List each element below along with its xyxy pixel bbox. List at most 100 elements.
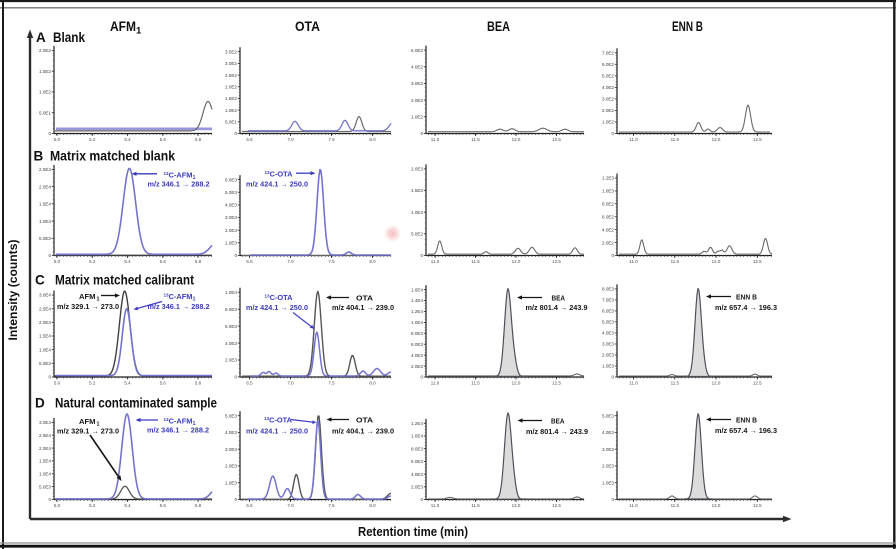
- svg-text:5.0: 5.0: [54, 259, 61, 264]
- svg-text:2.0E4: 2.0E4: [39, 446, 51, 451]
- svg-text:m/z 424.1 → 250.0: m/z 424.1 → 250.0: [246, 303, 308, 312]
- svg-text:2.5E4: 2.5E4: [39, 306, 51, 311]
- svg-text:1.5E4: 1.5E4: [39, 459, 51, 464]
- svg-text:0: 0: [234, 253, 237, 258]
- svg-text:BEA: BEA: [487, 19, 510, 34]
- svg-text:13C-AFM1: 13C-AFM1: [164, 292, 196, 303]
- svg-text:AFM: AFM: [79, 292, 95, 301]
- svg-text:3.0E4: 3.0E4: [39, 420, 51, 425]
- svg-text:4.0E3: 4.0E3: [225, 203, 237, 208]
- svg-text:3.0E2: 3.0E2: [411, 81, 423, 86]
- svg-text:4.0E3: 4.0E3: [225, 430, 237, 435]
- svg-text:1.0E3: 1.0E3: [602, 189, 614, 194]
- svg-text:4.0E3: 4.0E3: [225, 341, 237, 346]
- svg-text:5.6: 5.6: [160, 259, 167, 264]
- svg-text:2.0E2: 2.0E2: [602, 108, 614, 113]
- svg-text:0: 0: [611, 375, 614, 380]
- svg-text:5.0E3: 5.0E3: [225, 413, 237, 418]
- svg-text:12.0: 12.0: [712, 503, 721, 508]
- svg-text:1.0E2: 1.0E2: [225, 108, 237, 113]
- svg-text:1.0E4: 1.0E4: [411, 434, 423, 439]
- svg-text:11.0: 11.0: [431, 259, 440, 264]
- svg-text:0: 0: [48, 375, 51, 380]
- svg-text:5.0E3: 5.0E3: [39, 236, 51, 241]
- svg-text:ENN B: ENN B: [672, 19, 703, 34]
- svg-text:4.0E3: 4.0E3: [411, 353, 423, 358]
- svg-text:11.5: 11.5: [471, 137, 480, 142]
- svg-text:8.0E3: 8.0E3: [602, 287, 614, 292]
- svg-text:5.0E1: 5.0E1: [225, 120, 237, 125]
- svg-text:11.0: 11.0: [629, 503, 638, 508]
- svg-text:5.0E2: 5.0E2: [602, 74, 614, 79]
- svg-text:2.5E4: 2.5E4: [39, 433, 51, 438]
- svg-text:0: 0: [48, 253, 51, 258]
- svg-text:13C-OTA: 13C-OTA: [264, 416, 293, 425]
- svg-text:OTA: OTA: [356, 416, 374, 425]
- svg-text:5.6: 5.6: [160, 137, 167, 142]
- svg-text:8.0E3: 8.0E3: [411, 446, 423, 451]
- svg-text:m/z 329.1 → 273.0: m/z 329.1 → 273.0: [57, 427, 119, 436]
- svg-text:2.5E2: 2.5E2: [225, 73, 237, 78]
- svg-text:12.5: 12.5: [552, 137, 561, 142]
- svg-text:Intensity (counts): Intensity (counts): [6, 240, 20, 341]
- svg-text:1.2E3: 1.2E3: [602, 176, 614, 181]
- svg-text:6.0E2: 6.0E2: [602, 62, 614, 67]
- svg-text:5.0E3: 5.0E3: [602, 413, 614, 418]
- svg-text:1.0E2: 1.0E2: [39, 90, 51, 95]
- svg-text:2.0E2: 2.0E2: [225, 85, 237, 90]
- svg-text:m/z 657.4 → 196.3: m/z 657.4 → 196.3: [715, 303, 777, 312]
- svg-text:2.0E2: 2.0E2: [39, 48, 51, 53]
- svg-text:m/z 329.1 → 273.0: m/z 329.1 → 273.0: [57, 302, 119, 311]
- svg-text:5.0E2: 5.0E2: [411, 232, 423, 237]
- svg-text:1.4E4: 1.4E4: [411, 298, 423, 303]
- svg-text:ENN B: ENN B: [736, 416, 757, 425]
- svg-text:5.0: 5.0: [54, 380, 61, 385]
- svg-text:2.0E3: 2.0E3: [602, 353, 614, 358]
- svg-text:8.0: 8.0: [369, 259, 376, 264]
- svg-text:1.0E4: 1.0E4: [39, 219, 51, 224]
- svg-text:11.5: 11.5: [471, 380, 480, 385]
- svg-text:1.5E3: 1.5E3: [411, 188, 423, 193]
- svg-text:6.0E3: 6.0E3: [602, 309, 614, 314]
- svg-text:5.4: 5.4: [124, 137, 131, 142]
- svg-text:3.0E2: 3.0E2: [602, 97, 614, 102]
- svg-text:5.8: 5.8: [195, 259, 202, 264]
- svg-text:5.8: 5.8: [195, 380, 202, 385]
- svg-text:Matrix matched blank: Matrix matched blank: [50, 149, 175, 164]
- svg-text:11.0: 11.0: [431, 380, 440, 385]
- svg-text:5.0E2: 5.0E2: [411, 48, 423, 53]
- svg-text:5.2: 5.2: [89, 503, 96, 508]
- svg-text:AFM: AFM: [79, 417, 95, 426]
- svg-text:1.5E4: 1.5E4: [39, 334, 51, 339]
- svg-text:12.0: 12.0: [712, 380, 721, 385]
- svg-text:Blank: Blank: [53, 30, 85, 45]
- svg-text:6.0E3: 6.0E3: [225, 324, 237, 329]
- svg-text:11.5: 11.5: [671, 503, 680, 508]
- svg-text:4.0E2: 4.0E2: [411, 65, 423, 70]
- svg-text:8.0E3: 8.0E3: [411, 331, 423, 336]
- svg-text:0: 0: [611, 253, 614, 258]
- svg-text:Retention time (min): Retention time (min): [358, 525, 468, 539]
- svg-text:5.0E3: 5.0E3: [39, 361, 51, 366]
- svg-text:Natural contaminated sample: Natural contaminated sample: [55, 396, 217, 411]
- svg-text:6.0E3: 6.0E3: [411, 459, 423, 464]
- svg-text:OTA: OTA: [295, 19, 320, 34]
- svg-text:BEA: BEA: [552, 294, 566, 303]
- svg-text:11.5: 11.5: [671, 137, 680, 142]
- svg-text:2.0E3: 2.0E3: [411, 167, 423, 172]
- svg-text:5.0E1: 5.0E1: [39, 110, 51, 115]
- svg-text:1.0E2: 1.0E2: [411, 115, 423, 120]
- svg-text:8.0: 8.0: [369, 137, 376, 142]
- svg-text:A: A: [36, 30, 46, 45]
- svg-text:m/z 801.4 → 243.9: m/z 801.4 → 243.9: [526, 427, 588, 436]
- svg-text:11.0: 11.0: [629, 259, 638, 264]
- svg-text:8.0E3: 8.0E3: [225, 307, 237, 312]
- svg-text:0: 0: [420, 253, 423, 258]
- svg-text:7.0E2: 7.0E2: [602, 51, 614, 56]
- svg-text:3.0E3: 3.0E3: [225, 447, 237, 452]
- svg-text:5.6: 5.6: [160, 380, 167, 385]
- svg-text:12.0: 12.0: [512, 503, 521, 508]
- svg-text:12.5: 12.5: [552, 380, 561, 385]
- svg-text:C: C: [35, 273, 45, 288]
- svg-text:5.4: 5.4: [124, 380, 131, 385]
